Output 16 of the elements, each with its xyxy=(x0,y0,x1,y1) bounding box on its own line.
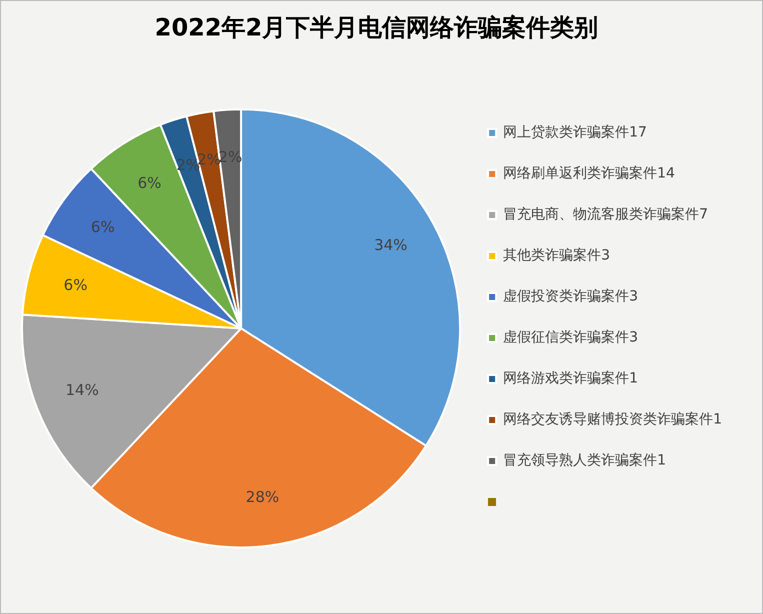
data-label: 6% xyxy=(64,276,88,294)
data-label: 28% xyxy=(246,488,280,506)
legend-label: 虚假征信类诈骗案件3 xyxy=(503,328,638,346)
legend-label: 网上贷款类诈骗案件17 xyxy=(503,124,647,141)
data-label: 34% xyxy=(374,236,408,254)
legend-label: 冒充电商、物流客服类诈骗案件7 xyxy=(503,206,708,223)
legend-label: 网络刷单返利类诈骗案件14 xyxy=(503,164,675,182)
legend-label: 虚假投资类诈骗案件3 xyxy=(503,288,638,305)
legend-label: 其他类诈骗案件3 xyxy=(503,246,610,264)
chart-title: 2022年2月下半月电信网络诈骗案件类别 xyxy=(154,14,598,42)
legend-label: 网络游戏类诈骗案件1 xyxy=(503,370,638,387)
data-label: 14% xyxy=(66,381,99,400)
data-label: 6% xyxy=(138,174,162,192)
legend-label: 网络交友诱导赌博投资类诈骗案件1 xyxy=(503,410,722,428)
data-label: 6% xyxy=(90,218,115,236)
legend-label: 冒充领导熟人类诈骗案件1 xyxy=(503,452,666,469)
